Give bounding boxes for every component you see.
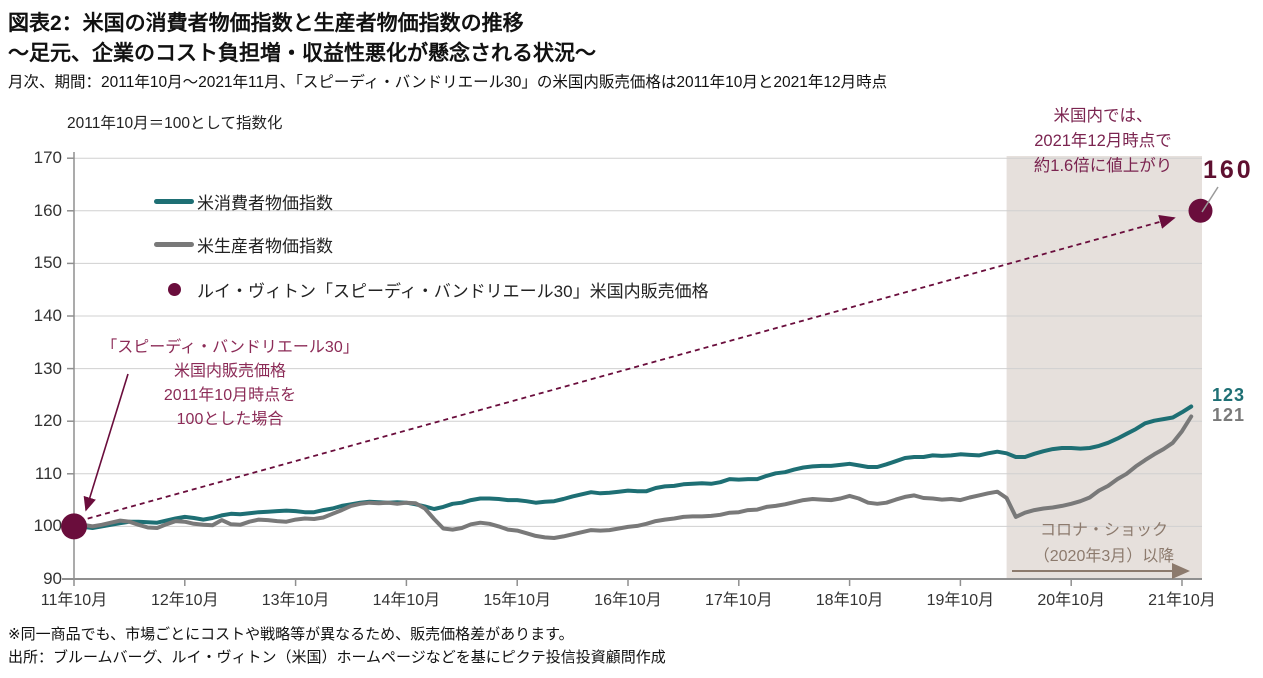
y-tick-label: 150 xyxy=(33,253,62,273)
x-tick-label: 19年10月 xyxy=(926,592,995,609)
legend-label-ppi: 米生産者物価指数 xyxy=(197,236,333,256)
y-axis-note: 2011年10月＝100として指数化 xyxy=(67,115,283,132)
annotation-lv-start-line3: 2011年10月時点を xyxy=(163,387,297,404)
annotation-lv-end-line2: 2021年12月時点で xyxy=(1034,132,1172,150)
annotation-lv-start-line4: 100とした場合 xyxy=(176,411,284,428)
x-tick-label: 14年10月 xyxy=(372,592,441,609)
annotation-lv-start-line1: 「スピーディ・バンドリエール30」 xyxy=(101,339,359,356)
legend-item-cpi: 米消費者物価指数 xyxy=(154,190,333,213)
corona-shock-label-line2: （2020年3月）以降 xyxy=(1033,548,1175,565)
figure-title-line1: 図表2：米国の消費者物価指数と生産者物価指数の推移 xyxy=(8,12,524,35)
legend-label-lv: ルイ・ヴィトン「スピーディ・バンドリエール30」米国内販売価格 xyxy=(197,281,709,301)
x-tick-label: 18年10月 xyxy=(815,592,884,609)
y-tick-label: 90 xyxy=(43,569,62,588)
cpi-end-value-label: 123 xyxy=(1212,385,1246,405)
footnote-source: 出所：ブルームバーグ、ルイ・ヴィトン（米国）ホームページなどを基にピクテ投信投資… xyxy=(8,649,666,666)
legend-item-lv: ルイ・ヴィトン「スピーディ・バンドリエール30」米国内販売価格 xyxy=(154,278,709,301)
y-tick-label: 120 xyxy=(33,411,62,431)
lv-end-value-label: 160 xyxy=(1203,156,1254,184)
x-tick-label: 20年10月 xyxy=(1037,592,1105,609)
y-tick-label: 130 xyxy=(33,358,62,378)
annotation-lv-end-line3: 約1.6倍に値上がり xyxy=(1033,157,1173,175)
figure-subtitle: 月次、期間：2011年10月～2021年11月、「スピーディ・バンドリエール30… xyxy=(8,74,888,91)
lv-dot-swatch xyxy=(167,282,181,296)
y-tick-label: 100 xyxy=(33,516,62,536)
x-tick-label: 11年10月 xyxy=(40,592,108,609)
ppi-end-value-label: 121 xyxy=(1212,405,1246,425)
corona-shock-label: コロナ・ショック （2020年3月）以降 xyxy=(1014,518,1194,570)
y-tick-label: 140 xyxy=(33,306,62,325)
cpi-line-swatch xyxy=(154,198,194,204)
lv-dot-swatch-wrap xyxy=(154,282,194,296)
figure-title-line2: ～足元、企業のコスト負担増・収益性悪化が懸念される状況～ xyxy=(8,42,596,65)
x-tick-label: 21年10月 xyxy=(1148,592,1216,609)
x-tick-label: 16年10月 xyxy=(594,592,662,609)
footnote-disclaimer: ※同一商品でも、市場ごとにコストや戦略等が異なるため、販売価格差があります。 xyxy=(8,626,574,643)
annotation-lv-start-line2: 米国内販売価格 xyxy=(173,363,286,380)
x-tick-label: 12年10月 xyxy=(150,592,219,609)
y-tick-label: 110 xyxy=(34,463,62,483)
x-tick-label: 13年10月 xyxy=(261,592,330,609)
y-tick-label: 170 xyxy=(33,148,62,168)
legend-item-ppi: 米生産者物価指数 xyxy=(154,233,333,256)
ppi-line-swatch xyxy=(154,241,194,247)
y-tick-label: 160 xyxy=(33,200,62,220)
annotation-lv-end-line1: 米国内では、 xyxy=(1053,107,1153,125)
x-tick-label: 17年10月 xyxy=(704,592,773,609)
corona-shock-label-line1: コロナ・ショック xyxy=(1039,522,1168,539)
annotation-lv-end: 米国内では、 2021年12月時点で 約1.6倍に値上がり xyxy=(1003,104,1203,179)
x-tick-label: 15年10月 xyxy=(483,592,551,609)
annotation-lv-start: 「スピーディ・バンドリエール30」 米国内販売価格 2011年10月時点を 10… xyxy=(95,336,365,432)
legend-label-cpi: 米消費者物価指数 xyxy=(197,193,333,213)
